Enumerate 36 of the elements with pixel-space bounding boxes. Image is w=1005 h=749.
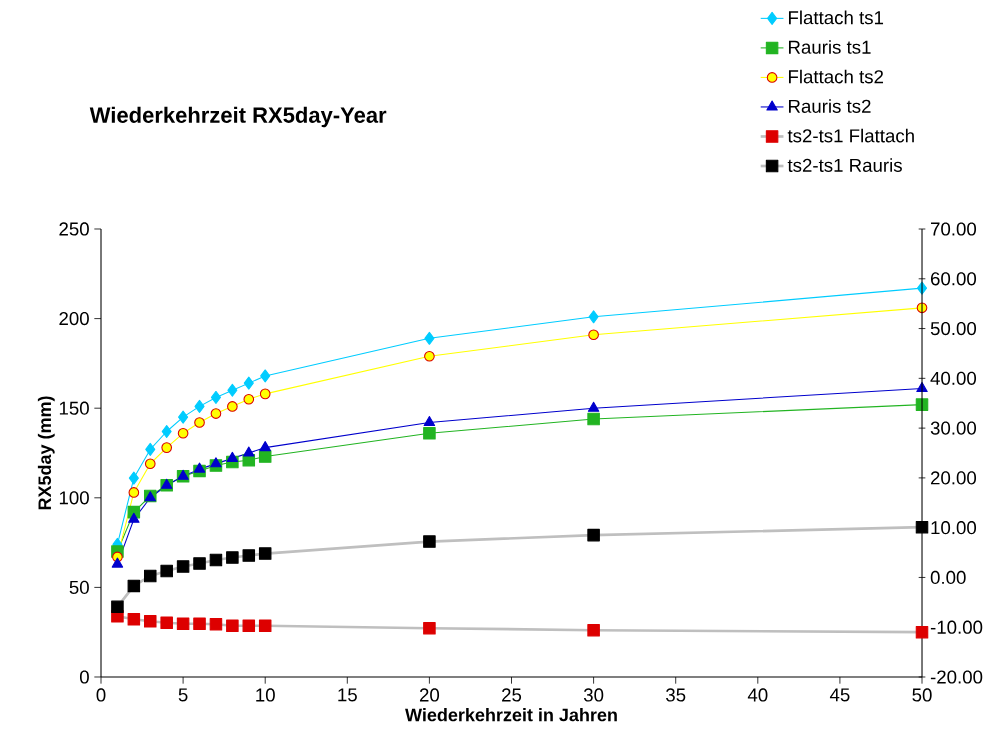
chart-title: Wiederkehrzeit RX5day-Year: [89, 106, 387, 128]
y-tick-label: 150: [59, 401, 89, 415]
x-tick-label: 40: [747, 688, 768, 702]
y2-tick-label: 30.00: [930, 421, 977, 435]
y-tick-label: 50: [69, 580, 89, 595]
legend-label: Rauris ts2: [789, 99, 871, 113]
x-tick-label: 15: [338, 688, 357, 702]
y-tick-label: 100: [59, 491, 89, 505]
y2-tick-label: 10.00: [931, 521, 977, 535]
legend-label: Flattach ts2: [789, 69, 884, 84]
y-tick-label: 0: [79, 670, 89, 684]
x-tick-label: 30: [583, 688, 604, 702]
y2-tick-label: 60.00: [931, 272, 977, 286]
y-axis-title: RX5day (mm): [37, 396, 55, 510]
y2-tick-label: 70.00: [931, 222, 977, 236]
y2-tick-label: 20.00: [931, 471, 977, 485]
x-tick-label: 25: [502, 688, 522, 702]
x-axis-title: Wiederkehrzeit in Jahren: [405, 708, 617, 722]
y2-tick-label: 40.00: [930, 371, 977, 385]
x-tick-label: 45: [829, 688, 850, 702]
x-tick-label: 50: [912, 688, 932, 702]
y2-tick-label: -10.00: [930, 620, 983, 634]
legend-label: Rauris ts1: [789, 40, 871, 54]
y-tick-label: 200: [59, 311, 89, 326]
y-tick-label: 250: [59, 222, 89, 236]
x-tick-label: 10: [256, 688, 275, 702]
y2-tick-label: -20.00: [930, 670, 983, 684]
y2-tick-label: 0.00: [930, 570, 966, 585]
x-tick-label: 20: [419, 688, 440, 702]
x-tick-label: 0: [96, 688, 106, 702]
legend-label: ts2-ts1 Rauris: [787, 158, 902, 172]
legend-label: Flattach ts1: [789, 10, 884, 25]
legend-label: ts2-ts1 Flattach: [787, 128, 914, 143]
x-tick-label: 5: [178, 688, 188, 702]
x-tick-label: 35: [666, 688, 686, 702]
y2-tick-label: 50.00: [930, 321, 977, 336]
